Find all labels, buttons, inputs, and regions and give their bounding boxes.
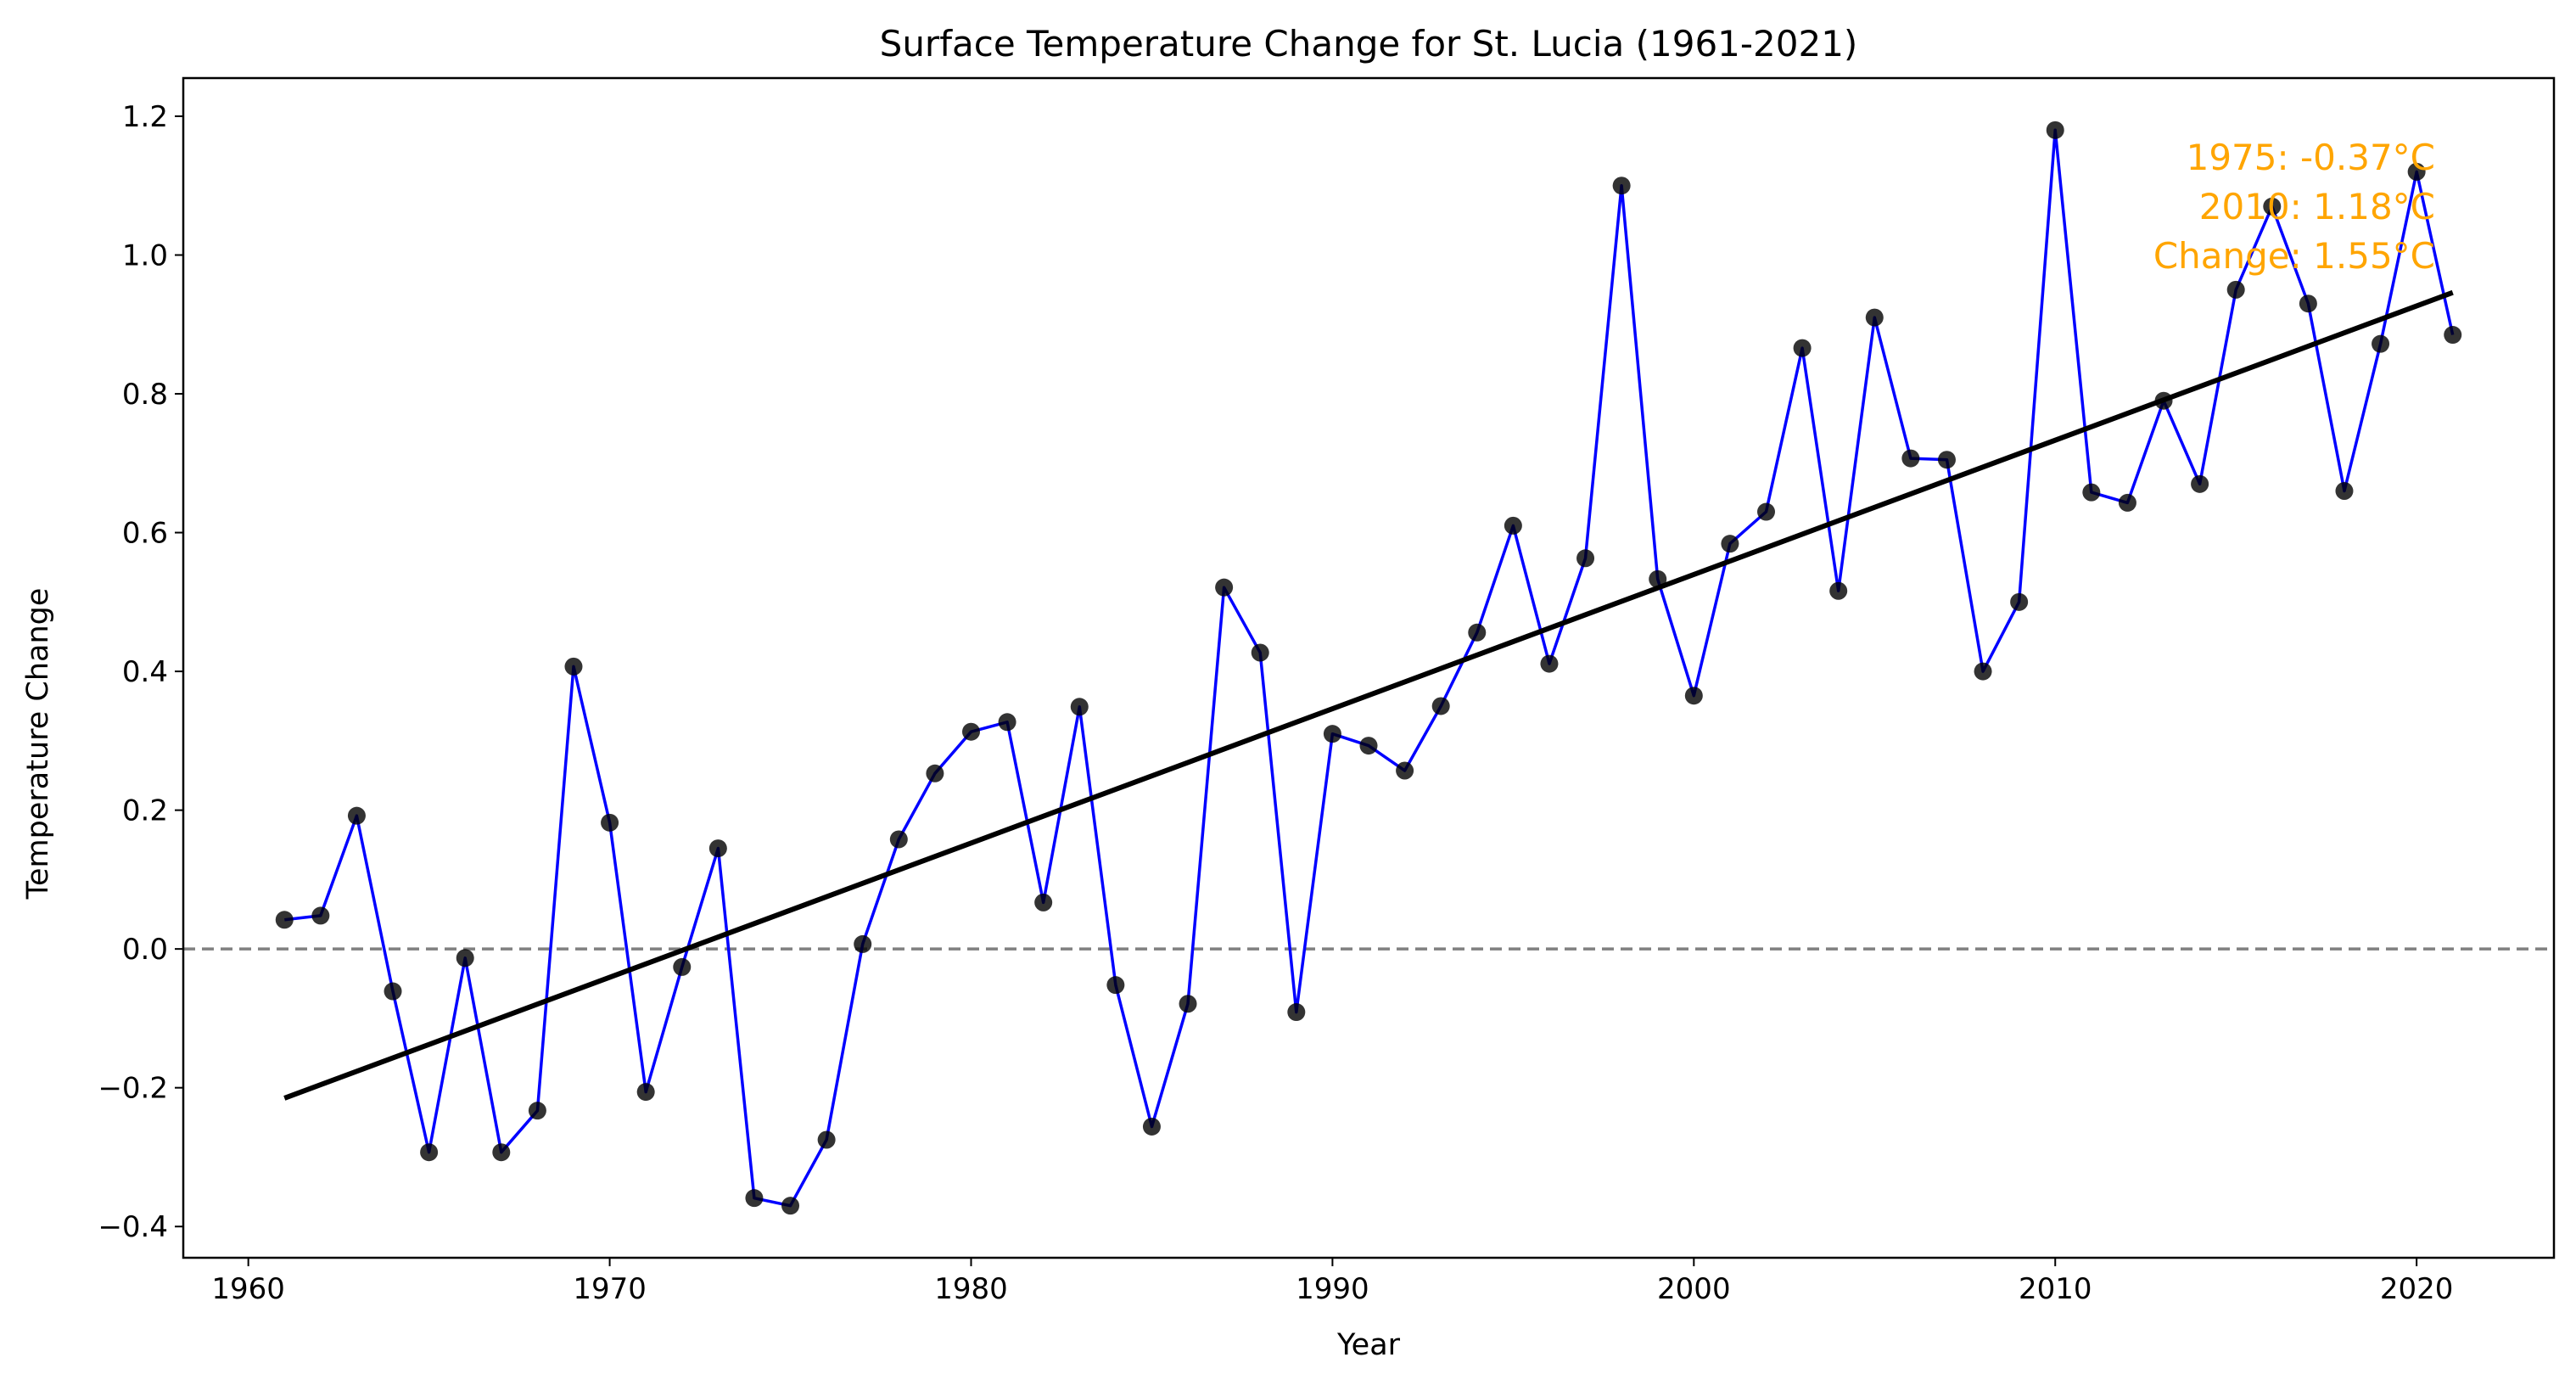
data-point-marker — [1431, 697, 1450, 715]
y-tick-label: 0.6 — [122, 517, 168, 551]
data-point-marker — [1757, 502, 1776, 521]
y-tick-label: 1.2 — [122, 100, 168, 134]
data-point-marker — [1323, 725, 1341, 743]
data-point-marker — [998, 713, 1016, 732]
data-point-marker — [2335, 482, 2354, 500]
x-axis-label: Year — [1336, 1328, 1401, 1362]
data-point-marker — [1034, 893, 1053, 911]
data-point-marker — [745, 1189, 764, 1208]
x-tick-label: 2020 — [2380, 1272, 2454, 1306]
data-point-marker — [2082, 483, 2101, 502]
data-point-marker — [673, 957, 692, 976]
data-point-marker — [456, 949, 474, 968]
data-point-marker — [1215, 578, 1234, 597]
data-point-marker — [2118, 493, 2136, 512]
data-point-marker — [275, 911, 294, 929]
y-tick-label: 0.4 — [122, 655, 168, 689]
data-point-marker — [1937, 451, 1956, 469]
data-point-marker — [311, 906, 330, 925]
data-point-marker — [1504, 516, 1522, 535]
data-point-marker — [601, 813, 619, 832]
data-point-marker — [817, 1130, 836, 1149]
axes-frame — [182, 76, 2556, 1259]
data-point-marker — [2372, 334, 2390, 353]
data-point-marker — [1540, 654, 1559, 673]
y-tick-label: 1.0 — [122, 239, 168, 273]
data-point-marker — [1251, 643, 1269, 662]
data-point-marker — [1612, 177, 1631, 195]
data-point-marker — [384, 982, 402, 1001]
data-point-marker — [1865, 308, 1884, 327]
data-point-marker — [1142, 1117, 1161, 1136]
data-point-marker — [1070, 698, 1089, 716]
data-point-marker — [961, 722, 980, 741]
data-point-marker — [854, 934, 872, 953]
annotation-text-line: 1975: -0.37°C — [2187, 137, 2435, 178]
data-point-marker — [1901, 449, 1920, 468]
data-point-marker — [2263, 197, 2282, 216]
data-point-marker — [781, 1197, 800, 1215]
data-point-marker — [1359, 737, 1378, 755]
trend-line — [283, 289, 2454, 1101]
y-axis-label: Temperature Change — [21, 588, 55, 900]
data-point-marker — [889, 830, 908, 849]
x-tick-label: 2000 — [1657, 1272, 1731, 1306]
data-point-marker — [564, 657, 583, 676]
data-point-marker — [2226, 280, 2245, 299]
data-point-marker — [708, 839, 727, 858]
annotation-text-line: Change: 1.55°C — [2153, 235, 2435, 277]
x-tick-label: 1990 — [1296, 1272, 1369, 1306]
data-point-marker — [347, 806, 366, 825]
data-point-marker — [2010, 592, 2029, 611]
data-point-marker — [1396, 761, 1414, 780]
data-point-marker — [2046, 121, 2064, 139]
y-tick-label: −0.2 — [98, 1072, 168, 1106]
data-point-marker — [528, 1102, 546, 1120]
data-point-marker — [636, 1083, 655, 1102]
data-point-marker — [420, 1143, 439, 1162]
y-tick-label: 0.8 — [122, 378, 168, 412]
annotation-text-line: 2010: 1.18°C — [2199, 186, 2435, 227]
data-point-marker — [1287, 1003, 1306, 1022]
y-tick-label: −0.4 — [98, 1210, 168, 1244]
data-point-marker — [2191, 474, 2209, 493]
x-tick-label: 1970 — [573, 1272, 647, 1306]
x-tick-label: 2010 — [2019, 1272, 2092, 1306]
y-tick-label: 0.0 — [122, 933, 168, 967]
data-point-marker — [1106, 976, 1125, 995]
data-point-marker — [1974, 662, 1992, 681]
x-tick-label: 1960 — [211, 1272, 285, 1306]
y-tick-label: 0.2 — [122, 794, 168, 828]
x-tick-label: 1980 — [934, 1272, 1008, 1306]
data-point-marker — [1793, 339, 1812, 357]
data-point-marker — [1576, 549, 1595, 568]
data-point-marker — [2407, 162, 2426, 181]
data-point-marker — [1179, 995, 1197, 1013]
data-point-marker — [1468, 623, 1487, 642]
data-point-marker — [1829, 581, 1848, 600]
chart-title: Surface Temperature Change for St. Lucia… — [880, 23, 1858, 65]
data-point-marker — [1684, 687, 1703, 705]
data-point-marker — [492, 1143, 511, 1162]
data-point-marker — [1721, 535, 1739, 553]
plot-area: 1960 1970 1980 1990 2000 2010 2020 −0.4 −0.2 0.0 0… — [98, 100, 2554, 1306]
data-point-marker — [2444, 326, 2462, 345]
data-point-marker — [926, 764, 944, 782]
data-point-marker — [2299, 294, 2317, 313]
